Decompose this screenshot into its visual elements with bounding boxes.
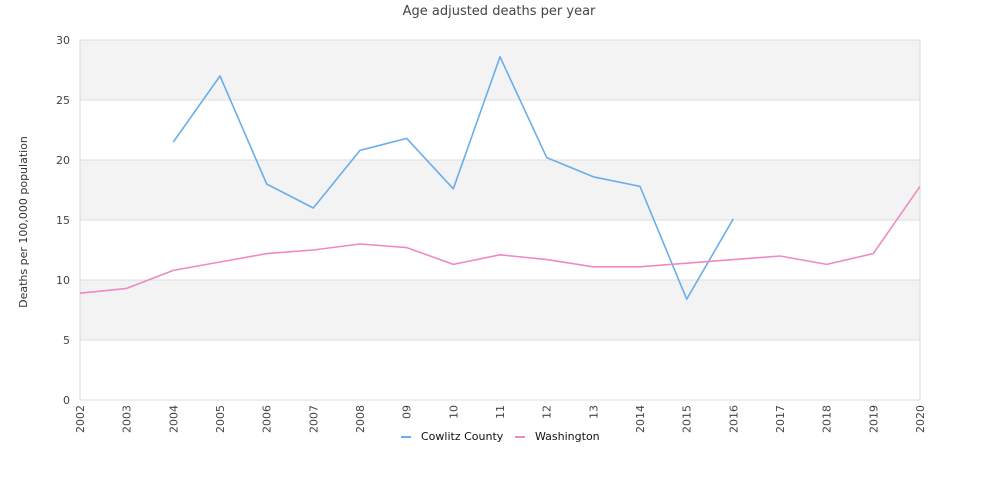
y-tick-label: 10 (56, 274, 70, 287)
y-tick-label: 20 (56, 154, 70, 167)
x-tick-label: 2014 (634, 405, 647, 433)
grid-band (80, 220, 920, 280)
x-tick-label: 2017 (774, 405, 787, 433)
x-tick-label: 2006 (261, 405, 274, 433)
legend-background (395, 428, 605, 444)
x-tick-label: 10 (447, 405, 460, 419)
legend: Cowlitz County Washington (395, 428, 605, 444)
x-tick-label: 2008 (354, 405, 367, 433)
series-line-cowlitz-county (172, 56, 734, 300)
x-tick-label: 2015 (681, 405, 694, 433)
x-tick-labels: 2002 2003 2004 2005 2006 2007 2008 09 10 11 12 13 20… (74, 405, 927, 433)
y-tick-labels: 0 5 10 15 20 25 30 (56, 34, 70, 407)
y-axis-label: Deaths per 100,000 population (17, 136, 30, 308)
x-tick-label: 2019 (867, 405, 880, 433)
x-tick-label: 2007 (307, 405, 320, 433)
legend-label: Washington (535, 430, 600, 443)
y-tick-label: 30 (56, 34, 70, 47)
y-tick-label: 15 (56, 214, 70, 227)
grid-band (80, 160, 920, 220)
x-tick-label: 09 (401, 405, 414, 419)
y-tick-label: 0 (63, 394, 70, 407)
y-tick-label: 25 (56, 94, 70, 107)
y-tick-label: 5 (63, 334, 70, 347)
x-tick-label: 2020 (914, 405, 927, 433)
x-tick-label: 12 (541, 405, 554, 419)
series-lines (79, 56, 921, 300)
grid-band (80, 100, 920, 160)
x-tick-label: 2016 (727, 405, 740, 433)
grid-band (80, 280, 920, 340)
grid-band (80, 340, 920, 400)
series-line-washington (79, 185, 921, 294)
x-tick-label: 2018 (821, 405, 834, 433)
legend-label: Cowlitz County (421, 430, 504, 443)
grid-band (80, 40, 920, 100)
x-tick-label: 11 (494, 405, 507, 419)
x-tick-label: 2003 (121, 405, 134, 433)
x-tick-label: 2002 (74, 405, 87, 433)
background-bands (80, 40, 920, 400)
gridlines (80, 39, 920, 401)
x-tick-label: 13 (587, 405, 600, 419)
x-tick-label: 2005 (214, 405, 227, 433)
x-tick-label: 2004 (167, 405, 180, 433)
chart-title: Age adjusted deaths per year (403, 4, 596, 19)
